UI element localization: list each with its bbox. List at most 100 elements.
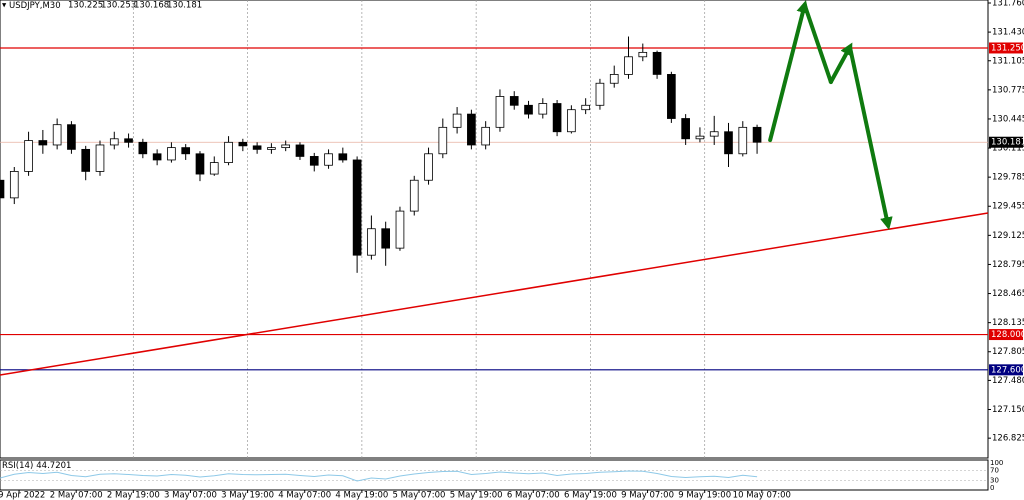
y-tick-label: 131.760	[992, 0, 1024, 8]
projection-arrow	[768, 0, 809, 143]
y-tick-label: 129.785	[992, 173, 1024, 183]
candle-body	[552, 103, 562, 133]
rsi-label: RSI(14) 44.7201	[2, 461, 71, 471]
rsi-tick-label: 70	[990, 467, 999, 475]
y-tick-label: 130.775	[992, 85, 1024, 95]
candle-body	[467, 113, 476, 146]
candle-body	[724, 131, 733, 155]
x-tick-label: 4 May 19:00	[335, 491, 388, 500]
candle-body	[752, 126, 762, 143]
x-tick-label: 10 May 07:00	[733, 491, 791, 500]
candle-body	[538, 103, 548, 115]
y-tick-label: 130.445	[992, 114, 1024, 124]
candle-body	[395, 210, 405, 249]
candle-body	[667, 74, 676, 119]
rsi-tick-label: 100	[990, 459, 1003, 467]
candle-body	[9, 171, 19, 199]
x-tick-label: 9 May 07:00	[621, 491, 674, 500]
rsi-name: RSI(14)	[2, 461, 33, 471]
y-tick-label: 128.795	[992, 260, 1024, 270]
price-level-label: 127.600	[991, 365, 1024, 375]
rsi-tick-label: 0	[990, 484, 994, 492]
projection-arrow	[802, 3, 833, 85]
price-level-label: 130.181	[991, 138, 1024, 148]
candle-body	[524, 104, 533, 115]
x-tick-label: 6 May 19:00	[564, 491, 617, 500]
candle-body	[481, 126, 490, 146]
candle-body	[124, 138, 133, 143]
y-tick-label: 129.125	[992, 231, 1024, 241]
candle-body	[295, 144, 305, 157]
rsi-frame	[0, 459, 989, 491]
header-value: 130.253	[101, 1, 136, 11]
projection-arrow	[828, 42, 853, 85]
price-level-box	[989, 364, 1023, 376]
rsi-tick-label: 30	[990, 477, 999, 485]
candle-body	[281, 144, 291, 149]
main-frame	[0, 0, 989, 459]
candle-body	[409, 179, 419, 212]
y-tick-label: 127.805	[992, 347, 1024, 357]
candle-body	[638, 51, 648, 58]
candle-body	[352, 159, 362, 256]
candle-body	[267, 147, 276, 150]
y-tick-label: 127.150	[992, 405, 1024, 415]
x-tick-label: 5 May 07:00	[393, 491, 446, 500]
candle-body	[0, 179, 5, 199]
x-tick-label: 9 May 19:00	[678, 491, 731, 500]
candle-body	[609, 74, 619, 84]
candle-body	[81, 148, 91, 172]
candle-body	[509, 96, 519, 106]
candle-body	[738, 126, 748, 155]
x-tick-label: 3 May 19:00	[221, 491, 274, 500]
candle-body	[495, 96, 505, 128]
y-tick-label: 128.465	[992, 289, 1024, 299]
y-tick-label: 127.480	[992, 376, 1024, 386]
candle-body	[209, 162, 219, 175]
candle-body	[152, 153, 162, 161]
candle-body	[181, 147, 191, 155]
candle-body	[238, 141, 248, 147]
price-level-label: 128.000	[991, 330, 1024, 340]
candle-body	[195, 153, 205, 175]
candle-body	[252, 145, 262, 150]
x-tick-label: 5 May 19:00	[450, 491, 503, 500]
candle-body	[24, 140, 33, 172]
x-tick-label: 2 May 19:00	[107, 491, 160, 500]
candle-body	[581, 104, 590, 111]
price-level-box	[989, 136, 1023, 148]
candle-body	[309, 156, 319, 166]
header-value: 130.225	[68, 1, 103, 11]
price-level-box	[989, 42, 1023, 54]
symbol-name: USDJPY,M30	[9, 1, 61, 11]
candle-body	[695, 135, 705, 140]
x-tick-label: 6 May 07:00	[507, 491, 560, 500]
candle-body	[681, 118, 690, 140]
candle-body	[38, 140, 48, 146]
candle-body	[167, 147, 176, 161]
y-tick-label: 129.455	[992, 202, 1024, 212]
candle-body	[381, 228, 391, 249]
projection-arrow	[847, 44, 893, 231]
candle-body	[709, 131, 719, 137]
y-tick-label: 131.430	[992, 28, 1024, 38]
candle-body	[138, 141, 148, 155]
header-value: 130.181	[167, 1, 202, 11]
price-level-label: 131.250	[991, 43, 1024, 53]
candle-body	[452, 113, 462, 128]
candle-body	[224, 141, 233, 164]
x-tick-label: 2 May 07:00	[50, 491, 103, 500]
y-tick-label: 128.135	[992, 318, 1024, 328]
candle-body	[95, 144, 105, 172]
candle-body	[624, 56, 633, 75]
candle-body	[367, 228, 376, 256]
price-level-box	[989, 329, 1023, 341]
x-tick-label: 4 May 07:00	[278, 491, 331, 500]
header-value: 130.168	[134, 1, 169, 11]
candle-body	[324, 153, 333, 166]
trendline	[0, 212, 989, 376]
y-tick-label: 126.825	[992, 434, 1024, 444]
y-tick-label: 130.115	[992, 144, 1024, 154]
candle-body	[52, 124, 62, 146]
